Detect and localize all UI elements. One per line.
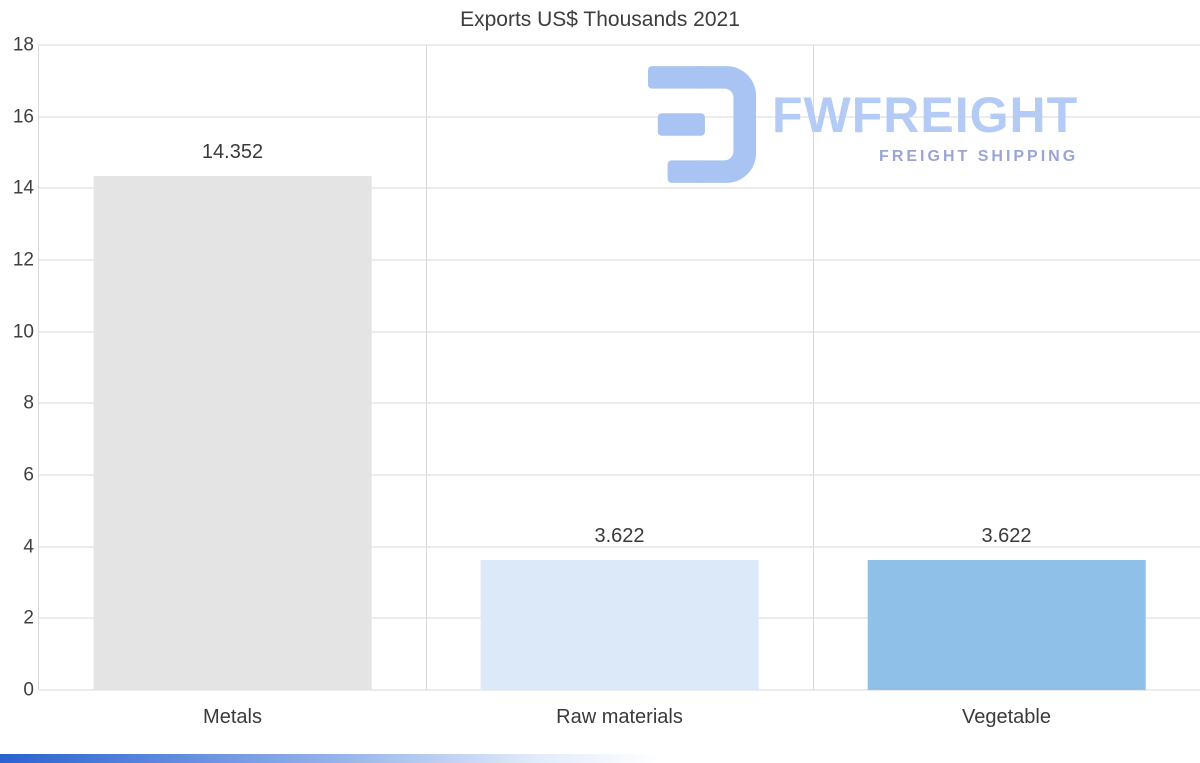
y-axis-tick-label: 2 [23, 607, 34, 629]
gridline-horizontal [39, 331, 1200, 333]
chart-title: Exports US$ Thousands 2021 [460, 8, 740, 31]
y-axis-tick-label: 4 [23, 536, 34, 558]
y-axis-tick-labels: 0 2 4 6 8 10 12 14 16 18 [4, 36, 34, 700]
category-column: 3.622 Vegetable [813, 45, 1200, 728]
bar-metals [93, 175, 372, 690]
x-axis-label: Vegetable [962, 706, 1051, 728]
plot-area: 14.352 Metals 3.622 Raw materials 3.622 Veget… [38, 44, 1200, 728]
y-axis-tick-label: 14 [12, 177, 34, 199]
category-column: 3.622 Raw materials [426, 45, 813, 728]
bar-raw-materials [480, 560, 759, 690]
y-axis-tick-label: 12 [12, 249, 34, 271]
bottom-accent-strip [0, 754, 1200, 763]
gridline-vertical [426, 45, 427, 690]
y-axis-tick-label: 6 [23, 464, 34, 486]
y-axis-tick-label: 10 [12, 321, 34, 343]
gridline-horizontal [39, 116, 1200, 118]
gridline-horizontal [39, 44, 1200, 46]
gridline-horizontal [39, 259, 1200, 261]
category-column: 14.352 Metals [39, 45, 426, 728]
gridline-horizontal [39, 402, 1200, 404]
gridline-horizontal [39, 546, 1200, 548]
gridline-vertical [813, 45, 814, 690]
y-axis-tick-label: 8 [23, 392, 34, 414]
y-axis-tick-label: 16 [12, 106, 34, 128]
bar-value-label: 3.622 [981, 525, 1032, 548]
x-axis-label: Metals [203, 706, 262, 728]
bar-vegetable [867, 560, 1146, 690]
bar-value-label: 3.622 [594, 525, 645, 548]
y-axis-tick-label: 18 [12, 34, 34, 56]
gridline-horizontal [39, 474, 1200, 476]
gridline-horizontal [39, 689, 1200, 691]
bar-value-label: 14.352 [201, 140, 264, 163]
x-axis-label: Raw materials [556, 706, 683, 728]
gridline-horizontal [39, 187, 1200, 189]
y-axis-tick-label: 0 [23, 679, 34, 701]
